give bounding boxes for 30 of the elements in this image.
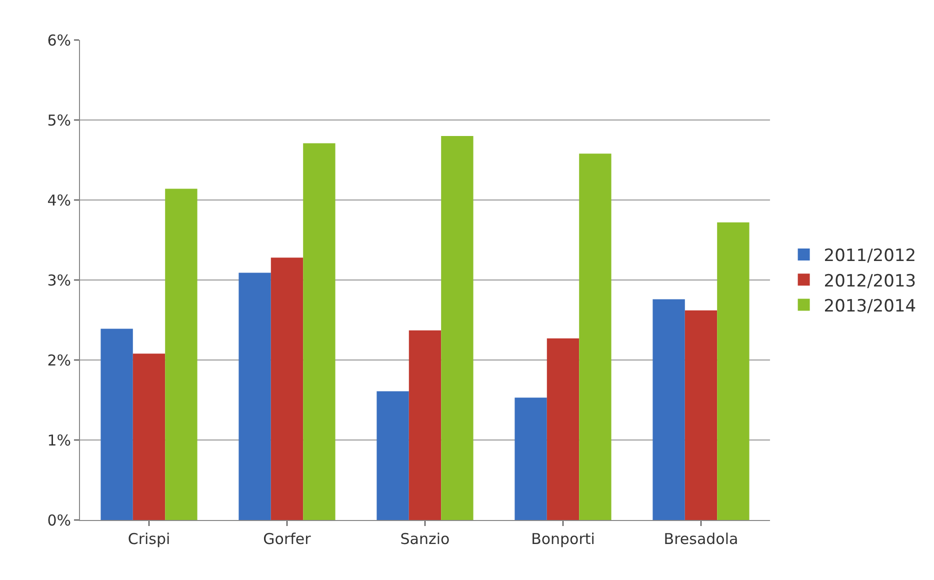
x-tick-label: Bonporti xyxy=(531,530,595,548)
bar xyxy=(717,222,750,520)
y-tick-label: 3% xyxy=(47,271,71,290)
y-tick-label: 1% xyxy=(47,431,71,450)
bar xyxy=(132,354,166,520)
bar xyxy=(514,398,547,520)
legend-label: 2013/2014 xyxy=(824,296,916,316)
bar xyxy=(238,272,271,520)
x-tick-label: Bresadola xyxy=(664,530,738,548)
bar xyxy=(303,143,336,520)
bar xyxy=(546,338,580,520)
bar xyxy=(441,136,474,520)
y-tick-label: 5% xyxy=(47,111,71,130)
bar xyxy=(579,154,612,520)
x-tick-label: Sanzio xyxy=(400,530,450,548)
y-tick-label: 4% xyxy=(47,191,71,210)
bar xyxy=(376,391,409,520)
bar xyxy=(270,258,304,520)
x-tick-label: Crispi xyxy=(128,530,170,548)
legend-label: 2011/2012 xyxy=(824,246,916,266)
bar xyxy=(684,310,718,520)
y-tick-label: 2% xyxy=(47,351,71,370)
bar xyxy=(165,188,198,520)
bar xyxy=(408,330,442,520)
bar xyxy=(652,299,685,520)
legend-label: 2012/2013 xyxy=(824,271,916,292)
bar xyxy=(100,328,133,520)
y-tick-label: 0% xyxy=(47,511,71,530)
y-tick-label: 6% xyxy=(47,31,71,50)
x-tick-label: Gorfer xyxy=(263,530,312,548)
